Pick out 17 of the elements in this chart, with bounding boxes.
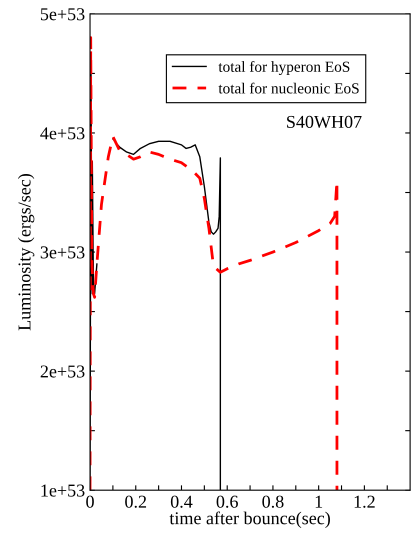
x-tick-label: 0.2	[125, 496, 146, 508]
y-tick-label: 3e+53	[40, 246, 84, 258]
y-tick-label: 5e+53	[40, 8, 84, 20]
y-tick-label: 4e+53	[40, 127, 84, 140]
legend-label: total for hyperon EoS	[218, 60, 350, 76]
x-tick-label: 0.6	[216, 496, 238, 508]
x-tick-label: 0.4	[170, 496, 192, 508]
y-tick-label: 2e+53	[40, 365, 84, 378]
y-axis-title: Luminosity (ergs/sec)	[18, 174, 34, 330]
x-axis-title: time after bounce(sec)	[170, 511, 330, 528]
x-tick-label: 0.8	[262, 496, 284, 508]
annotation: S40WH07	[287, 116, 362, 128]
x-tick-label: 1	[316, 496, 322, 508]
legend-label: total for nucleonic EoS	[218, 82, 359, 94]
y-tick-label: 1e+53	[41, 484, 84, 497]
x-tick-label: 0	[86, 496, 94, 508]
x-tick-label: 1.2	[354, 496, 375, 508]
